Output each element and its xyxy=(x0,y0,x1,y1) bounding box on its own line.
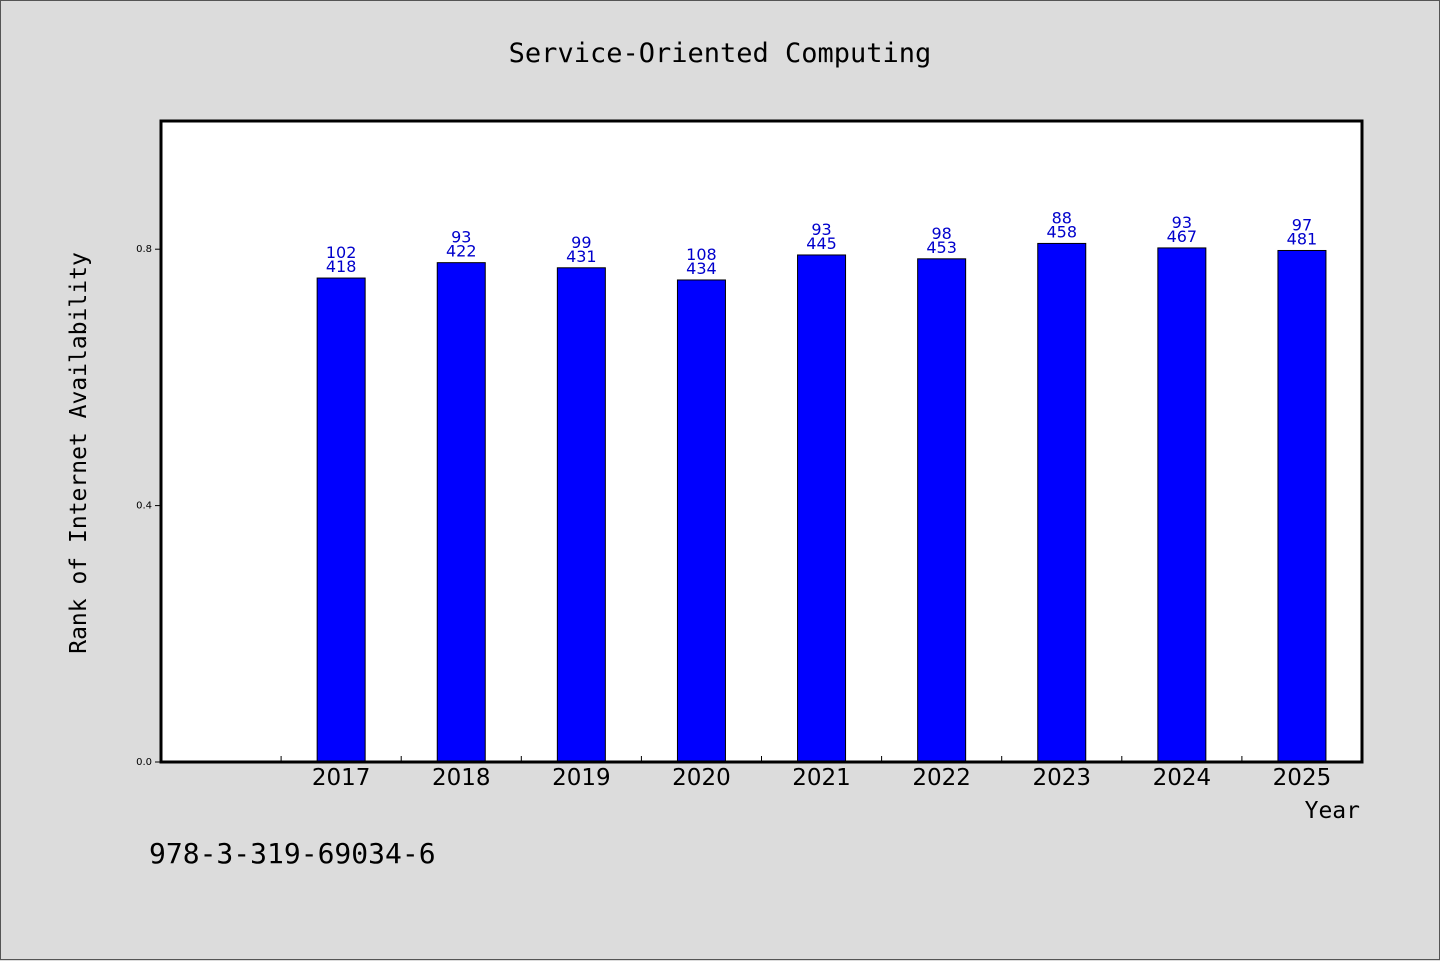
chart-title: Service-Oriented Computing xyxy=(509,38,932,69)
bar-label-top-2023: 88 xyxy=(1052,208,1072,227)
bar-label-top-2024: 93 xyxy=(1172,213,1192,232)
bar-label-top-2021: 93 xyxy=(811,220,831,239)
x-axis-label: Year xyxy=(1305,798,1360,824)
x-tick-label-2023: 2023 xyxy=(1032,765,1091,791)
bar-label-bottom-2025: 481 xyxy=(1287,229,1318,248)
bar-label-bottom-2023: 458 xyxy=(1046,222,1077,241)
isbn-text: 978-3-319-69034-6 xyxy=(149,837,436,870)
bar-2024 xyxy=(1157,247,1207,763)
y-tick-label-0.0: 0.0 xyxy=(136,757,152,768)
bar-2018 xyxy=(436,262,486,763)
bar-label-bottom-2018: 422 xyxy=(446,242,477,261)
x-tick-label-2022: 2022 xyxy=(912,765,971,791)
y-tick-label-0.8: 0.8 xyxy=(136,244,152,255)
bar-label-top-2025: 97 xyxy=(1292,215,1312,234)
plot-frame xyxy=(159,119,1364,764)
bar-2023 xyxy=(1037,242,1087,763)
y-axis-label: Rank of Internet Availability xyxy=(66,252,92,654)
bar-label-bottom-2020: 434 xyxy=(686,259,717,278)
bar-label-bottom-2024: 467 xyxy=(1167,227,1198,246)
bar-label-top-2019: 99 xyxy=(571,233,591,252)
bar-label-bottom-2017: 418 xyxy=(326,257,357,276)
bar-label-top-2018: 93 xyxy=(451,228,471,247)
bar-label-bottom-2021: 445 xyxy=(806,234,837,253)
x-tick-label-2021: 2021 xyxy=(792,765,851,791)
bar-2019 xyxy=(556,267,606,763)
bar-2017 xyxy=(316,277,366,763)
x-tick-label-2019: 2019 xyxy=(552,765,611,791)
x-tick-label-2025: 2025 xyxy=(1273,765,1332,791)
bar-2022 xyxy=(917,258,967,763)
x-tick-label-2018: 2018 xyxy=(432,765,491,791)
bar-2020 xyxy=(676,279,726,763)
x-tick-label-2020: 2020 xyxy=(672,765,731,791)
bar-2025 xyxy=(1277,249,1327,763)
bar-label-bottom-2019: 431 xyxy=(566,247,597,266)
bar-2021 xyxy=(797,254,847,763)
ticks-group: 2017 2018 2019 2020 2021 2022 2023 2024 2025 0.0 0… xyxy=(136,244,1331,791)
bar-label-top-2022: 98 xyxy=(931,224,951,243)
x-tick-label-2024: 2024 xyxy=(1153,765,1212,791)
bar-label-top-2017: 102 xyxy=(326,243,357,262)
bars-group xyxy=(316,242,1327,763)
x-tick-label-2017: 2017 xyxy=(312,765,371,791)
bar-label-bottom-2022: 453 xyxy=(926,238,957,257)
bar-label-top-2020: 108 xyxy=(686,245,717,264)
y-tick-label-0.4: 0.4 xyxy=(136,501,152,512)
